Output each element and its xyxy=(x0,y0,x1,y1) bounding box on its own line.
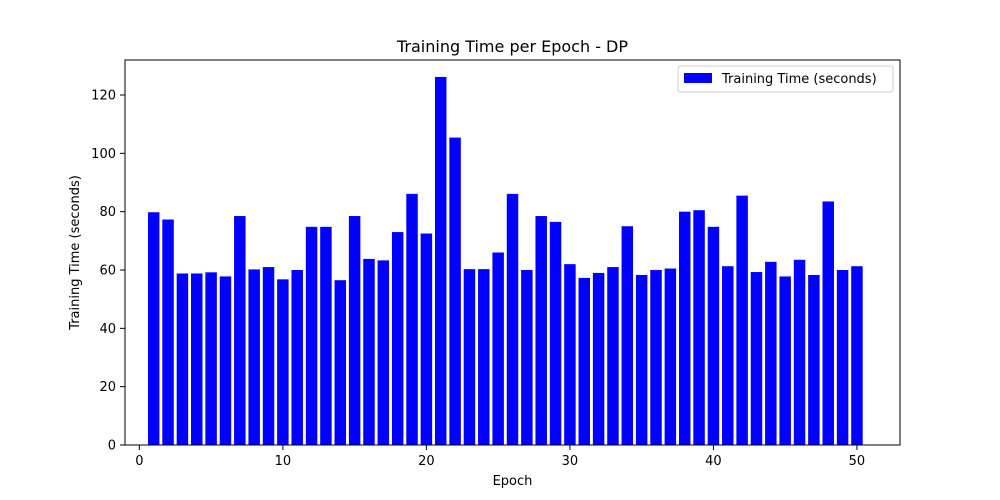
bar-series xyxy=(147,76,863,446)
bar-epoch-1 xyxy=(147,212,160,445)
bar-epoch-41 xyxy=(722,266,734,445)
bar-epoch-28 xyxy=(535,216,547,445)
bar-epoch-39 xyxy=(693,210,705,445)
bar-epoch-23 xyxy=(463,269,476,446)
bar-epoch-32 xyxy=(592,272,605,445)
bar-epoch-45 xyxy=(779,276,791,445)
y-tick-label: 100 xyxy=(91,147,116,162)
x-tick-label: 50 xyxy=(849,454,866,469)
plot-area-frame xyxy=(124,59,901,446)
x-tick-label: 10 xyxy=(275,454,292,469)
y-tick-label: 20 xyxy=(99,380,116,395)
bar-epoch-12 xyxy=(305,226,318,445)
legend-box xyxy=(677,65,894,93)
x-axis-label: Epoch xyxy=(493,474,533,489)
bar-epoch-21 xyxy=(435,76,447,446)
bar-epoch-13 xyxy=(320,226,332,445)
bar-epoch-2 xyxy=(162,219,174,445)
bar-epoch-25 xyxy=(492,252,504,445)
bar-epoch-19 xyxy=(406,193,418,445)
bar-epoch-18 xyxy=(391,232,404,445)
bar-epoch-14 xyxy=(334,280,347,445)
y-tick-label: 40 xyxy=(99,322,116,337)
bar-epoch-29 xyxy=(549,221,562,445)
bar-epoch-34 xyxy=(621,226,634,445)
bar-epoch-6 xyxy=(219,276,232,445)
bar-epoch-46 xyxy=(793,259,806,445)
y-tick-label: 60 xyxy=(99,264,116,279)
bar-epoch-50 xyxy=(851,266,863,445)
y-axis-label: Training Time (seconds) xyxy=(68,175,83,331)
bar-epoch-10 xyxy=(277,279,289,445)
legend-swatch xyxy=(684,73,712,83)
bar-epoch-9 xyxy=(262,267,275,445)
bar-epoch-35 xyxy=(635,274,648,445)
bar-epoch-3 xyxy=(176,273,189,445)
bar-epoch-24 xyxy=(478,269,490,446)
bar-epoch-44 xyxy=(765,261,777,445)
bar-epoch-48 xyxy=(822,201,834,445)
bar-epoch-26 xyxy=(506,193,519,445)
bar-epoch-30 xyxy=(564,264,576,445)
bar-epoch-11 xyxy=(291,270,303,445)
bar-epoch-47 xyxy=(808,274,820,445)
bar-epoch-43 xyxy=(750,272,763,445)
legend: Training Time (seconds) xyxy=(677,65,894,93)
chart-title: Training Time per Epoch - DP xyxy=(396,37,628,56)
bar-epoch-8 xyxy=(248,269,260,445)
bar-epoch-20 xyxy=(420,233,433,445)
y-tick-label: 80 xyxy=(99,205,116,220)
x-axis-ticks: 0 10 20 30 40 50 xyxy=(135,445,865,469)
y-axis-ticks: 0 20 40 60 80 100 120 xyxy=(91,89,125,454)
legend-label: Training Time (seconds) xyxy=(721,72,877,87)
bar-epoch-33 xyxy=(607,267,619,445)
bar-epoch-49 xyxy=(836,270,849,445)
bar-epoch-5 xyxy=(205,272,217,445)
bar-epoch-36 xyxy=(650,270,662,445)
bar-epoch-42 xyxy=(736,195,748,446)
bar-epoch-16 xyxy=(363,258,375,445)
bar-epoch-7 xyxy=(234,216,246,445)
bar-epoch-40 xyxy=(707,226,720,445)
bar-epoch-38 xyxy=(678,211,691,445)
x-tick-label: 20 xyxy=(418,454,435,469)
bar-epoch-31 xyxy=(578,277,590,446)
x-tick-label: 0 xyxy=(135,454,143,469)
bar-epoch-37 xyxy=(664,268,677,445)
bar-epoch-4 xyxy=(191,273,203,445)
bar-epoch-15 xyxy=(348,216,361,445)
bar-epoch-27 xyxy=(521,270,533,445)
bar-epoch-22 xyxy=(449,137,461,445)
x-tick-label: 30 xyxy=(562,454,579,469)
y-tick-label: 120 xyxy=(91,89,116,104)
y-tick-label: 0 xyxy=(108,439,116,454)
bar-epoch-17 xyxy=(377,260,390,446)
x-tick-label: 40 xyxy=(705,454,722,469)
